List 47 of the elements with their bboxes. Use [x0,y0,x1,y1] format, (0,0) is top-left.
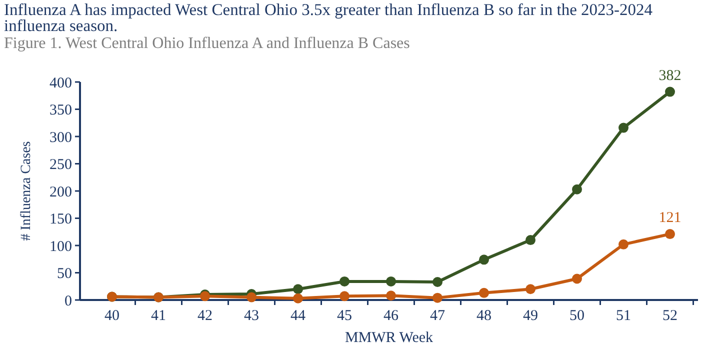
x-tick-label: 52 [662,308,678,324]
y-tick-label: 100 [50,238,72,255]
x-tick-label: 40 [104,308,120,324]
x-tick-label: 51 [616,308,631,324]
x-tick-label: 47 [430,308,446,324]
y-tick-label: 400 [50,75,72,92]
point [246,292,256,302]
x-tick-label: 49 [523,308,538,324]
point [618,122,628,133]
point [432,292,442,303]
point [340,291,350,302]
data-label: 382 [658,68,682,84]
point [293,284,303,294]
point [618,239,628,250]
point [572,274,582,284]
point [572,184,582,194]
chart-subtitle: Figure 1. West Central Ohio Influenza A and Influenza B Cases [4,35,410,52]
y-tick-label: 250 [50,157,72,173]
x-tick-label: 45 [337,308,352,324]
y-tick-label: 150 [50,212,72,228]
point [665,86,675,97]
point [526,284,536,294]
point [386,290,396,301]
point [479,254,489,265]
point [665,229,675,240]
y-tick-label: 50 [57,266,72,282]
point [479,288,489,298]
x-tick-label: 50 [570,308,584,324]
point [386,276,396,286]
y-tick-label: 300 [50,130,72,146]
chart-title: Influenza A has impacted West Central Ohio 3.5x greater than Influenza B so far in the 2023-2024 influenza season. [4,1,654,35]
data-label: 121 [658,210,682,226]
x-tick-label: 46 [384,308,399,324]
point [432,277,442,288]
point [293,293,303,304]
y-tick-label: 200 [50,184,72,200]
point [340,276,350,286]
point [526,235,536,246]
y-tick-label: 350 [50,102,72,118]
x-tick-label: 43 [244,308,259,324]
y-tick-label: 0 [64,293,72,310]
x-tick-label: 41 [151,308,166,324]
x-axis-title: MMWR Week [344,330,434,346]
x-tick-label: 42 [198,308,212,324]
x-tick-label: 48 [476,308,492,324]
x-tick-label: 44 [290,308,306,324]
y-axis-title: # Influenza Cases [19,141,34,241]
